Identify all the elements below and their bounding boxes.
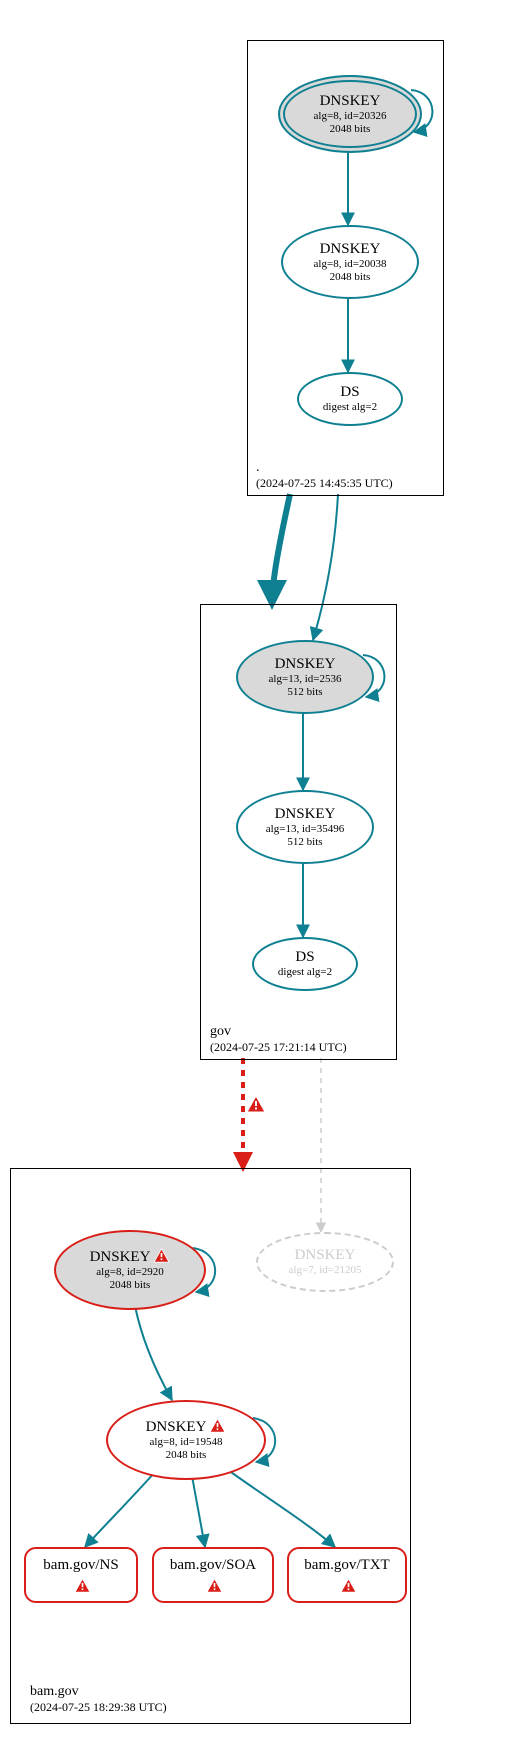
node-line3: 512 bits <box>287 686 322 699</box>
node-title: DNSKEY <box>275 656 336 672</box>
node-line2: alg=13, id=35496 <box>266 823 344 836</box>
node-bam_soa: bam.gov/SOA <box>152 1547 274 1603</box>
node-root_ksk: DNSKEYalg=8, id=203262048 bits <box>278 75 422 153</box>
node-line3: 2048 bits <box>110 1279 151 1292</box>
node-root_zsk: DNSKEYalg=8, id=200382048 bits <box>281 225 419 299</box>
node-title: bam.gov/NS <box>43 1557 118 1573</box>
zone-timestamp-gov: (2024-07-25 17:21:14 UTC) <box>210 1040 347 1055</box>
zone-timestamp-root: (2024-07-25 14:45:35 UTC) <box>256 476 393 491</box>
node-title: DNSKEY <box>146 1419 207 1435</box>
edge-root_ds-gov_ksk <box>272 494 290 604</box>
node-line2: alg=8, id=19548 <box>150 1436 223 1449</box>
node-line3: 2048 bits <box>166 1449 207 1462</box>
zone-label-bam: bam.gov <box>30 1684 79 1700</box>
node-title: DNSKEY <box>320 93 381 109</box>
node-title: DS <box>295 949 314 965</box>
node-root_ds: DSdigest alg=2 <box>297 372 403 426</box>
node-bam_ksk: DNSKEY alg=8, id=29202048 bits <box>54 1230 206 1310</box>
node-bam_ghost: DNSKEYalg=7, id=21205 <box>256 1232 394 1292</box>
node-title: bam.gov/SOA <box>170 1557 256 1573</box>
zone-timestamp-bam: (2024-07-25 18:29:38 UTC) <box>30 1700 167 1715</box>
node-line2: alg=8, id=20326 <box>314 110 387 123</box>
warning-icon <box>209 1418 226 1433</box>
node-gov_ksk: DNSKEYalg=13, id=2536512 bits <box>236 640 374 714</box>
warning-icon <box>153 1248 170 1263</box>
warning-icon <box>206 1578 223 1593</box>
node-gov_zsk: DNSKEYalg=13, id=35496512 bits <box>236 790 374 864</box>
zone-label-root: . <box>256 460 260 476</box>
warning-icon <box>340 1578 357 1593</box>
node-title: bam.gov/TXT <box>304 1557 389 1573</box>
node-title: DS <box>340 384 359 400</box>
node-title: DNSKEY <box>320 241 381 257</box>
node-line2: alg=13, id=2536 <box>269 673 342 686</box>
node-line2: digest alg=2 <box>278 966 332 979</box>
node-line2: alg=8, id=20038 <box>314 258 387 271</box>
node-line3: 2048 bits <box>330 123 371 136</box>
node-line2: alg=7, id=21205 <box>289 1264 362 1277</box>
node-title: DNSKEY <box>90 1249 151 1265</box>
node-title: DNSKEY <box>295 1247 356 1263</box>
warning-icon <box>247 1096 265 1112</box>
warning-icon <box>74 1578 91 1593</box>
node-gov_ds: DSdigest alg=2 <box>252 937 358 991</box>
node-bam_txt: bam.gov/TXT <box>287 1547 407 1603</box>
node-line2: digest alg=2 <box>323 401 377 414</box>
node-title: DNSKEY <box>275 806 336 822</box>
zone-label-gov: gov <box>210 1024 231 1040</box>
node-bam_zsk: DNSKEY alg=8, id=195482048 bits <box>106 1400 266 1480</box>
node-bam_ns: bam.gov/NS <box>24 1547 138 1603</box>
node-line2: alg=8, id=2920 <box>96 1266 163 1279</box>
node-line3: 512 bits <box>287 836 322 849</box>
node-line3: 2048 bits <box>330 271 371 284</box>
